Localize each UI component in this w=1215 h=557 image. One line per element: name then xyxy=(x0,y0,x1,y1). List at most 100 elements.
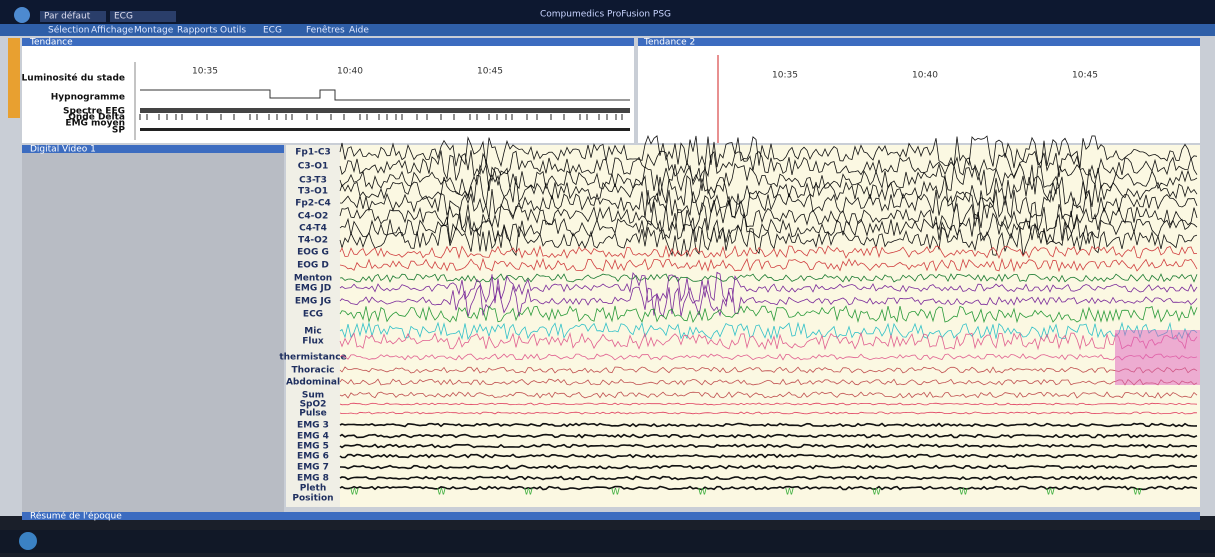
channel-label: T3-O1 xyxy=(298,187,328,197)
waveform xyxy=(339,134,1198,169)
channel-label: C4-O2 xyxy=(298,212,329,222)
waveform xyxy=(339,366,1198,374)
channel-label: Pleth xyxy=(300,484,327,494)
panel-title: Tendance xyxy=(29,38,73,48)
menu-item[interactable]: Rapports xyxy=(177,26,218,36)
channel-label: EOG G xyxy=(297,248,329,258)
waveform xyxy=(339,378,1198,386)
tab-label[interactable]: ECG xyxy=(114,12,133,22)
channel-label: thermistance xyxy=(279,353,346,363)
channel-label: Thoracic xyxy=(292,366,335,376)
channel-label: EMG 8 xyxy=(297,474,329,484)
menu-item[interactable]: ECG xyxy=(263,26,282,36)
waveform xyxy=(339,402,1198,406)
time-label: 10:35 xyxy=(772,71,798,81)
waveform xyxy=(339,273,1198,283)
row-label: Hypnogramme xyxy=(51,93,125,103)
channel-label: EOG D xyxy=(297,261,329,271)
tab[interactable] xyxy=(110,11,176,22)
channel-label: Fp1-C3 xyxy=(295,148,330,158)
video-panel xyxy=(22,153,284,513)
menu-item[interactable]: Outils xyxy=(220,26,246,36)
waveform xyxy=(339,224,1198,258)
channel-label: ECG xyxy=(303,310,323,320)
spectrum xyxy=(140,108,630,113)
trend2-panel xyxy=(638,38,1200,143)
time-label: 10:40 xyxy=(912,71,938,81)
stage-marker: W xyxy=(785,488,794,498)
time-label: 10:45 xyxy=(477,67,503,77)
channel-label: Menton xyxy=(294,274,332,284)
start-button[interactable] xyxy=(19,532,37,550)
stage-marker: W xyxy=(1133,488,1142,498)
waveform xyxy=(339,411,1198,415)
waveform xyxy=(339,485,1198,491)
emg-bar xyxy=(140,128,630,131)
waveform xyxy=(339,271,1198,304)
hypnogram xyxy=(140,89,630,101)
channel-label: C3-O1 xyxy=(298,162,329,172)
channel-label: EMG JD xyxy=(295,284,331,294)
trend1-header xyxy=(22,38,634,46)
menu-item[interactable]: Affichage xyxy=(91,26,134,36)
waveform xyxy=(339,150,1198,183)
footer-header xyxy=(22,512,1200,520)
waveform xyxy=(339,321,1198,341)
trend2-header xyxy=(638,38,1200,46)
channel-label: EMG JG xyxy=(295,297,331,307)
waveform xyxy=(339,353,1198,361)
channel-label: Mic xyxy=(304,327,321,337)
waveform xyxy=(339,304,1198,324)
waveform xyxy=(339,475,1198,481)
waveform xyxy=(339,443,1198,449)
time-label: 10:45 xyxy=(1072,71,1098,81)
channel-label: EMG 6 xyxy=(297,452,329,462)
event-highlight xyxy=(1115,330,1200,385)
waveform xyxy=(339,391,1198,399)
channel-label: SpO2 xyxy=(300,400,327,410)
panel-title: Résumé de l'époque xyxy=(30,511,122,522)
stage-marker: W xyxy=(698,488,707,498)
video-header xyxy=(22,145,284,153)
side-tab xyxy=(8,38,20,118)
menu-item[interactable]: Aide xyxy=(349,26,369,36)
waveform xyxy=(339,422,1198,428)
time-label: 10:35 xyxy=(192,67,218,77)
row-label: Onde Delta xyxy=(68,113,125,123)
panel-title: Tendance 2 xyxy=(643,38,695,48)
stage-marker: W xyxy=(872,488,881,498)
taskbar xyxy=(0,530,1215,553)
stage-marker: W xyxy=(524,488,533,498)
waveform xyxy=(339,162,1198,197)
row-label: EMG moyen xyxy=(65,119,125,129)
channel-label: EMG 3 xyxy=(297,421,329,431)
channel-label: Position xyxy=(292,494,333,504)
menu-item[interactable]: Montage xyxy=(134,26,174,36)
waveform xyxy=(339,284,1198,318)
channel-label: EMG 7 xyxy=(297,463,329,473)
label-column xyxy=(286,145,340,507)
stage-marker: W xyxy=(350,488,359,498)
row-label: SP xyxy=(112,126,125,136)
channel-label: Sum xyxy=(302,391,324,401)
waveform xyxy=(339,453,1198,459)
tab-label[interactable]: Par défaut xyxy=(44,11,91,22)
row-label: Spectre EEG xyxy=(63,107,125,117)
app-icon[interactable] xyxy=(14,7,30,23)
stage-marker: W xyxy=(611,488,620,498)
channel-label: T4-O2 xyxy=(298,236,328,246)
waveform xyxy=(339,433,1198,439)
channel-label: C4-T4 xyxy=(299,224,327,234)
menu-item[interactable]: Fenêtres xyxy=(306,25,345,36)
window-title: Compumedics ProFusion PSG xyxy=(540,10,671,20)
waveform xyxy=(340,464,1198,470)
waveform xyxy=(339,174,1198,207)
menu-item[interactable]: Sélection xyxy=(48,25,89,36)
channel-label: Flux xyxy=(302,337,324,347)
channel-label: Abdominal xyxy=(286,378,340,388)
channel-label: EMG 4 xyxy=(297,432,329,442)
tab[interactable] xyxy=(40,11,106,22)
waveform xyxy=(339,257,1198,273)
